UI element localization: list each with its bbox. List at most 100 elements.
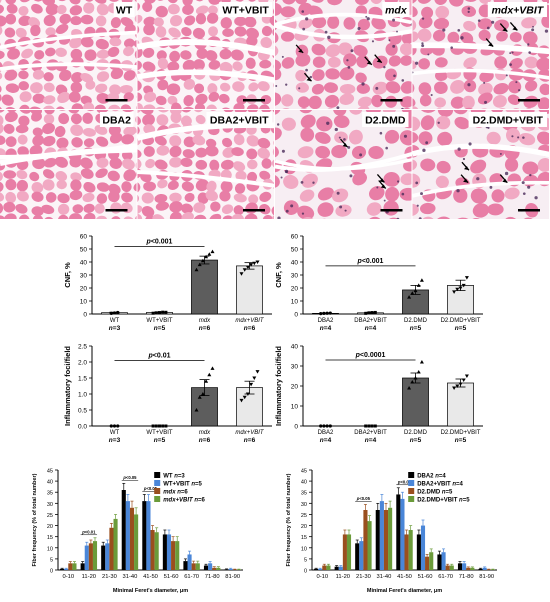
category-label: DBA2+VBIT (354, 318, 387, 324)
data-point (242, 268, 247, 272)
panel-label-box (468, 112, 547, 127)
histogram-bar (208, 563, 213, 570)
data-point (370, 424, 374, 428)
y-tick-label: 25 (47, 513, 53, 519)
histogram-bar (457, 563, 463, 570)
data-point (164, 310, 168, 314)
category-label: 21-30 (102, 574, 117, 580)
histogram-bar (404, 534, 409, 570)
category-label: mdx+VBIT (235, 430, 265, 436)
y-tick-label: 15 (47, 535, 53, 541)
histogram-bar (121, 490, 126, 570)
y-tick-label: 40 (291, 344, 299, 351)
n-label: n=5 (154, 437, 166, 444)
y-tick-label: 0.5 (78, 408, 87, 415)
y-axis-label: Fiber frequency (% of total number) (286, 473, 292, 566)
arrow-icon (295, 44, 304, 54)
category-label: 41-50 (397, 574, 412, 580)
legend-entry: D2.DMD+VBIT n=5 (417, 498, 470, 504)
bar (402, 377, 429, 427)
data-point (407, 386, 412, 390)
histogram-bar (355, 543, 360, 570)
legend-entry: DBA2 n=4 (417, 474, 446, 480)
scale-bar (380, 209, 403, 212)
category-label: 71-80 (205, 574, 220, 580)
category-label: 81-90 (479, 574, 494, 580)
histogram-bar (445, 565, 450, 570)
data-point (373, 424, 377, 428)
panel-label-box (219, 2, 272, 17)
histogram-bar (482, 567, 487, 570)
histogram-bar (462, 563, 467, 570)
arrow-icon (499, 23, 508, 32)
legend: WT n=3 WT+VBIT n=5 mdx n=6 mdx+VBIT n=6 (154, 472, 206, 504)
histogram-bar (383, 510, 389, 570)
histogram-bar (212, 567, 217, 570)
category-label: DBA2 (318, 318, 334, 324)
arrow-icon (340, 138, 349, 148)
micrograph-mdx-vbit: mdx+VBIT (412, 0, 549, 109)
data-point (242, 395, 247, 400)
category-label: 51-60 (164, 574, 179, 580)
histogram-bar (379, 501, 384, 570)
panel-label: DBA2+VBIT (210, 115, 269, 127)
category-label: WT (110, 430, 120, 436)
arrow-icon (364, 56, 373, 66)
data-point (197, 395, 202, 399)
y-tick-label: 35 (47, 491, 53, 497)
histogram-bar (314, 568, 319, 570)
scale-bar (518, 209, 540, 212)
data-point (373, 310, 377, 314)
arrow-icon (378, 180, 387, 189)
y-tick-label: 0 (50, 569, 53, 575)
n-label: n=4 (320, 437, 332, 444)
y-axis-label: CNF, % (63, 262, 72, 288)
category-label: WT+VBIT (146, 318, 173, 324)
histogram-bar (60, 568, 65, 570)
y-tick-label: 30 (80, 273, 88, 280)
histogram-bar (326, 565, 331, 570)
histogram-bar (334, 566, 339, 570)
histogram-bar (171, 541, 176, 570)
histogram-bar (72, 563, 77, 570)
histogram-bar (109, 527, 114, 570)
panel-label: D2.DMD (365, 115, 406, 127)
histogram-bar (449, 565, 454, 570)
data-point (200, 258, 205, 263)
arrow-icon (485, 38, 494, 48)
category-label: 31-40 (123, 574, 138, 580)
data-point (158, 424, 161, 428)
n-label: n=5 (455, 437, 467, 444)
histogram-bar (84, 545, 89, 570)
data-point (151, 311, 155, 315)
data-point (255, 260, 260, 264)
data-point (410, 380, 415, 384)
data-point (407, 295, 412, 299)
y-tick-label: 0 (294, 312, 298, 319)
chart-feret-d2: 0 5 10 15 20 25 30 35 40 45 Fiber frequency (% of … (286, 469, 497, 594)
data-point (322, 311, 326, 315)
data-point (249, 382, 254, 387)
panel-label-box (206, 112, 272, 127)
data-point (416, 283, 421, 287)
data-point (461, 283, 466, 288)
histogram-bar (183, 561, 188, 570)
data-point (252, 261, 257, 266)
histogram-bar (342, 534, 347, 570)
category-label: DBA2+VBIT (354, 430, 387, 436)
histogram-bar (203, 565, 209, 570)
histogram-bar (466, 567, 471, 570)
significance-label: p<0.01 (81, 529, 96, 534)
x-axis-label: Minimal Feret's diameter, μm (367, 588, 442, 594)
y-tick-label: 10 (291, 299, 299, 306)
histogram-bar (437, 554, 442, 570)
histogram-bar (429, 552, 434, 570)
y-tick-label: 20 (80, 286, 88, 293)
histogram-bar (375, 510, 380, 570)
histogram-bar (388, 507, 393, 570)
histogram-bar (425, 556, 430, 570)
histogram-bar (125, 501, 130, 570)
significance-label: p<0.01 (148, 352, 171, 359)
